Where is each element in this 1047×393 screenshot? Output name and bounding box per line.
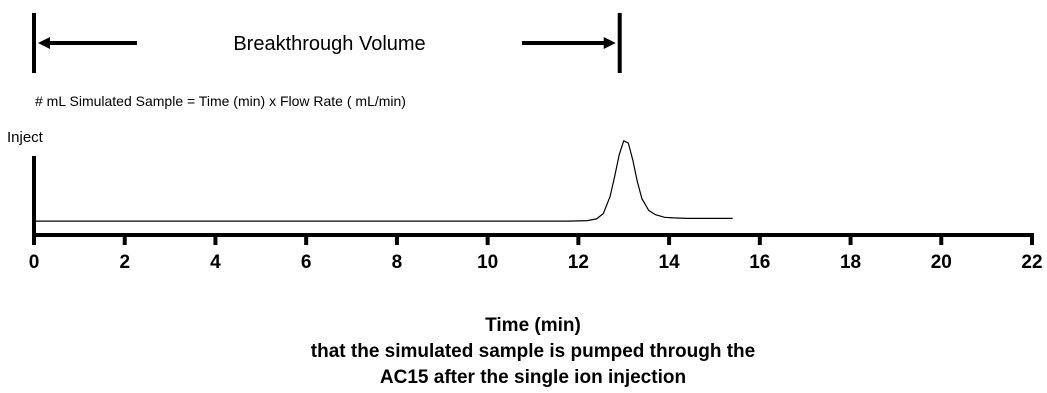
breakthrough-marker: Breakthrough Volume (32, 13, 622, 73)
inject-label: Inject (7, 129, 44, 146)
x-axis-label-line-3: AC15 after the single ion injection (380, 367, 686, 388)
x-axis-label-line-1: Time (min) (485, 315, 581, 336)
x-tick-label-22: 22 (1021, 252, 1042, 273)
x-tick-label-6: 6 (301, 252, 312, 273)
x-tick-label-10: 10 (477, 252, 498, 273)
x-axis-tick-labels: 0 2 4 6 8 10 12 14 16 18 20 22 (29, 252, 1043, 273)
x-tick-label-0: 0 (29, 252, 40, 273)
formula-annotation: # mL Simulated Sample = Time (min) x Flo… (35, 93, 406, 109)
x-tick-label-12: 12 (568, 252, 589, 273)
chromatogram-line (34, 139, 733, 222)
x-tick-label-16: 16 (749, 252, 770, 273)
breakthrough-left-arrowhead (38, 37, 50, 49)
x-axis-label: Time (min) that the simulated sample is … (311, 315, 755, 388)
x-axis-label-line-2: that the simulated sample is pumped thro… (311, 341, 755, 362)
x-tick-label-2: 2 (119, 252, 130, 273)
x-tick-label-20: 20 (931, 252, 952, 273)
x-tick-label-18: 18 (840, 252, 861, 273)
breakthrough-label: Breakthrough Volume (233, 33, 425, 55)
x-tick-label-8: 8 (392, 252, 403, 273)
x-tick-label-4: 4 (210, 252, 221, 273)
x-tick-label-14: 14 (659, 252, 681, 273)
x-axis-ticks (32, 235, 1034, 245)
breakthrough-right-arrowhead (603, 37, 616, 49)
